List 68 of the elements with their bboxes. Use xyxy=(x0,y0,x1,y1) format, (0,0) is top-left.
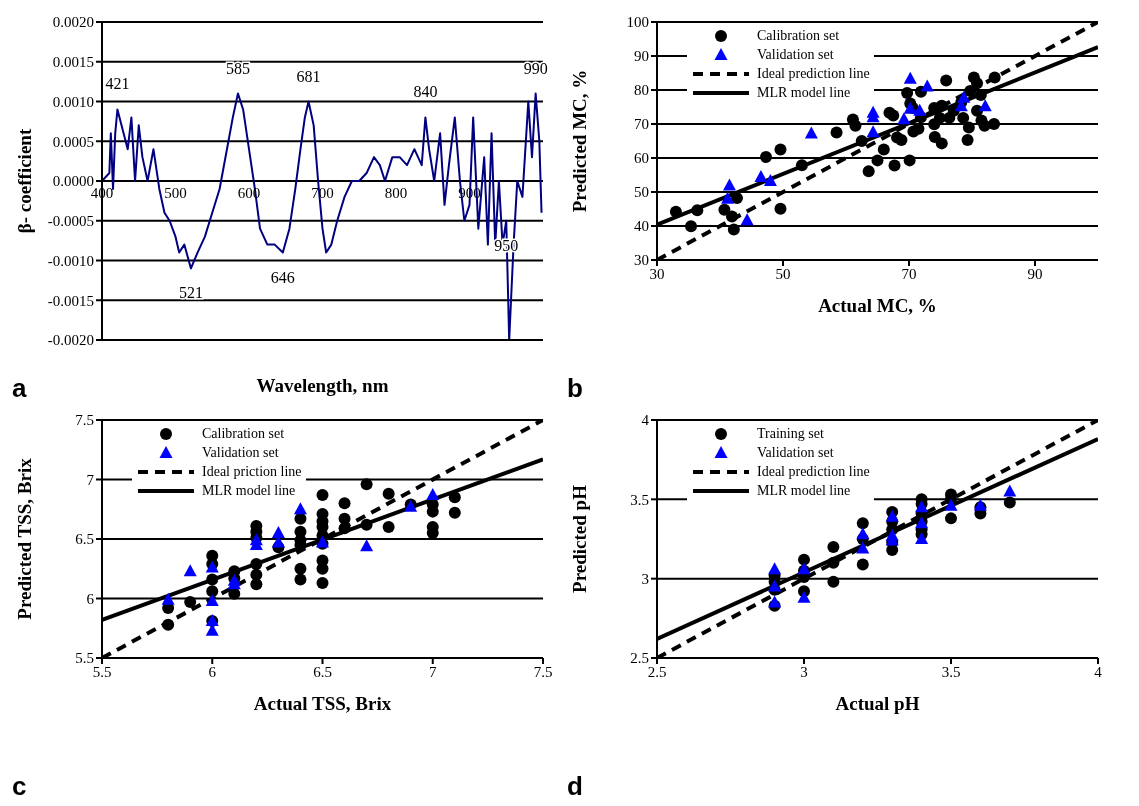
x-tick-label: 7.5 xyxy=(533,663,553,680)
x-tick-label: 500 xyxy=(164,185,187,201)
y-axis-title: Predicted TSS, Brix xyxy=(13,457,35,620)
text: c xyxy=(12,771,27,802)
annotation: 840 xyxy=(413,83,438,101)
annotation: 646 xyxy=(270,268,295,286)
y-tick-label: 30 xyxy=(634,252,649,269)
legend-label: Ideal prediction line xyxy=(757,65,870,82)
x-tick-label: 6.5 xyxy=(313,663,332,680)
y-tick-label: -0.0005 xyxy=(47,213,94,230)
x-axis-title: Actual MC, % xyxy=(818,295,937,316)
y-tick-label: 5.5 xyxy=(75,650,94,667)
legend-label: Training set xyxy=(757,425,824,442)
y-axis-title: β- coefficient xyxy=(13,128,35,234)
y-tick-label: 6 xyxy=(86,590,95,607)
legend-label: Calibration set xyxy=(757,27,840,44)
y-tick-label: 2.5 xyxy=(630,650,649,667)
legend-label: MLR model line xyxy=(757,84,851,101)
legend-label: Ideal priction line xyxy=(202,463,302,480)
y-tick-label: 0.0010 xyxy=(52,93,94,110)
x-tick-label: 3.5 xyxy=(941,663,961,680)
x-tick-label: 70 xyxy=(901,265,917,282)
legend-label: Validation set xyxy=(757,46,834,63)
y-tick-label: 40 xyxy=(634,218,649,235)
annotation: 421 xyxy=(105,75,130,93)
legend-label: Validation set xyxy=(202,444,279,461)
x-axis-title: Wavelength, nm xyxy=(256,375,389,396)
legend-label: Ideal prediction line xyxy=(757,463,870,480)
y-tick-label: 0.0020 xyxy=(52,14,94,31)
y-tick-label: 0.0015 xyxy=(52,54,94,71)
x-axis-title: Actual pH xyxy=(835,693,920,714)
y-tick-label: -0.0020 xyxy=(47,332,94,349)
x-tick-label: 800 xyxy=(384,185,408,201)
annotation: 681 xyxy=(296,67,321,85)
x-tick-label: 90 xyxy=(1027,265,1043,282)
y-tick-label: 7.5 xyxy=(75,412,94,429)
x-tick-label: 6 xyxy=(208,663,217,680)
y-tick-label: 100 xyxy=(626,14,649,31)
y-tick-label: 90 xyxy=(634,48,649,65)
legend-label: Calibration set xyxy=(202,425,285,442)
y-tick-label: 3.5 xyxy=(630,491,649,508)
annotation: 990 xyxy=(523,59,548,77)
x-tick-label: 50 xyxy=(775,265,791,282)
x-axis-title: Actual TSS, Brix xyxy=(253,693,392,714)
y-tick-label: 7 xyxy=(86,471,95,488)
x-tick-label: 3 xyxy=(800,663,808,680)
text: d xyxy=(567,771,583,802)
legend-label: MLR model line xyxy=(757,482,851,499)
x-tick-label: 7 xyxy=(429,663,437,680)
annotation: 521 xyxy=(178,284,203,302)
y-tick-label: 60 xyxy=(634,150,649,167)
y-tick-label: -0.0010 xyxy=(47,252,94,269)
annotation: 585 xyxy=(225,59,250,77)
legend-label: MLR model line xyxy=(202,482,296,499)
y-tick-label: 6.5 xyxy=(75,531,94,548)
y-tick-label: 4 xyxy=(641,412,650,429)
y-tick-label: 3 xyxy=(641,570,649,587)
legend-label: Validation set xyxy=(757,444,834,461)
y-tick-label: -0.0015 xyxy=(47,292,94,309)
text: a xyxy=(12,373,27,404)
y-tick-label: 0.0005 xyxy=(52,133,94,150)
y-tick-label: 70 xyxy=(634,116,649,133)
x-tick-label: 4 xyxy=(1094,663,1103,680)
y-axis-title: Predicted pH xyxy=(568,484,590,593)
y-axis-title: Predicted MC, % xyxy=(568,69,590,213)
y-tick-label: 0.0000 xyxy=(52,173,94,190)
y-tick-label: 80 xyxy=(634,82,649,99)
text: b xyxy=(567,373,583,404)
